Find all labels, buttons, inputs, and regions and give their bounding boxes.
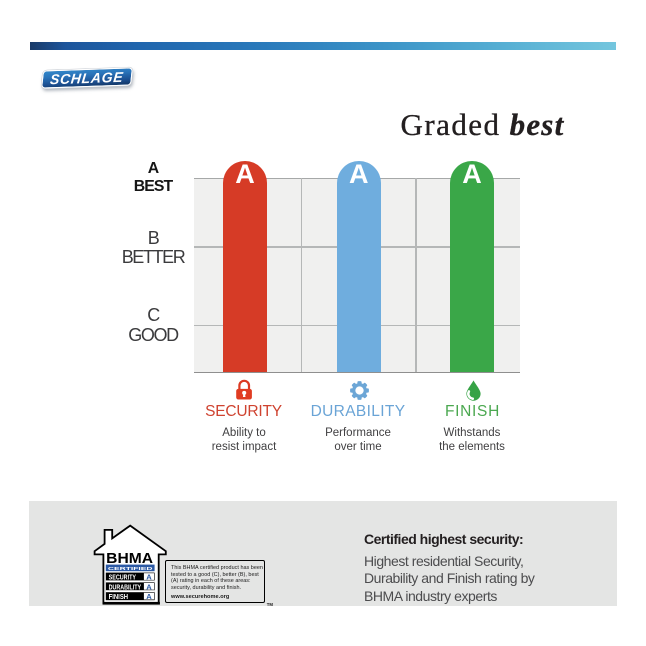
svg-text:BHMA: BHMA: [106, 550, 153, 567]
svg-text:CERTIFIED: CERTIFIED: [108, 566, 153, 572]
svg-text:DURABILITY: DURABILITY: [109, 582, 142, 591]
svg-text:A: A: [146, 582, 152, 591]
svg-text:A: A: [146, 573, 152, 582]
svg-text:A: A: [146, 592, 152, 601]
svg-text:FINISH: FINISH: [109, 592, 129, 601]
svg-text:SECURITY: SECURITY: [109, 573, 137, 582]
